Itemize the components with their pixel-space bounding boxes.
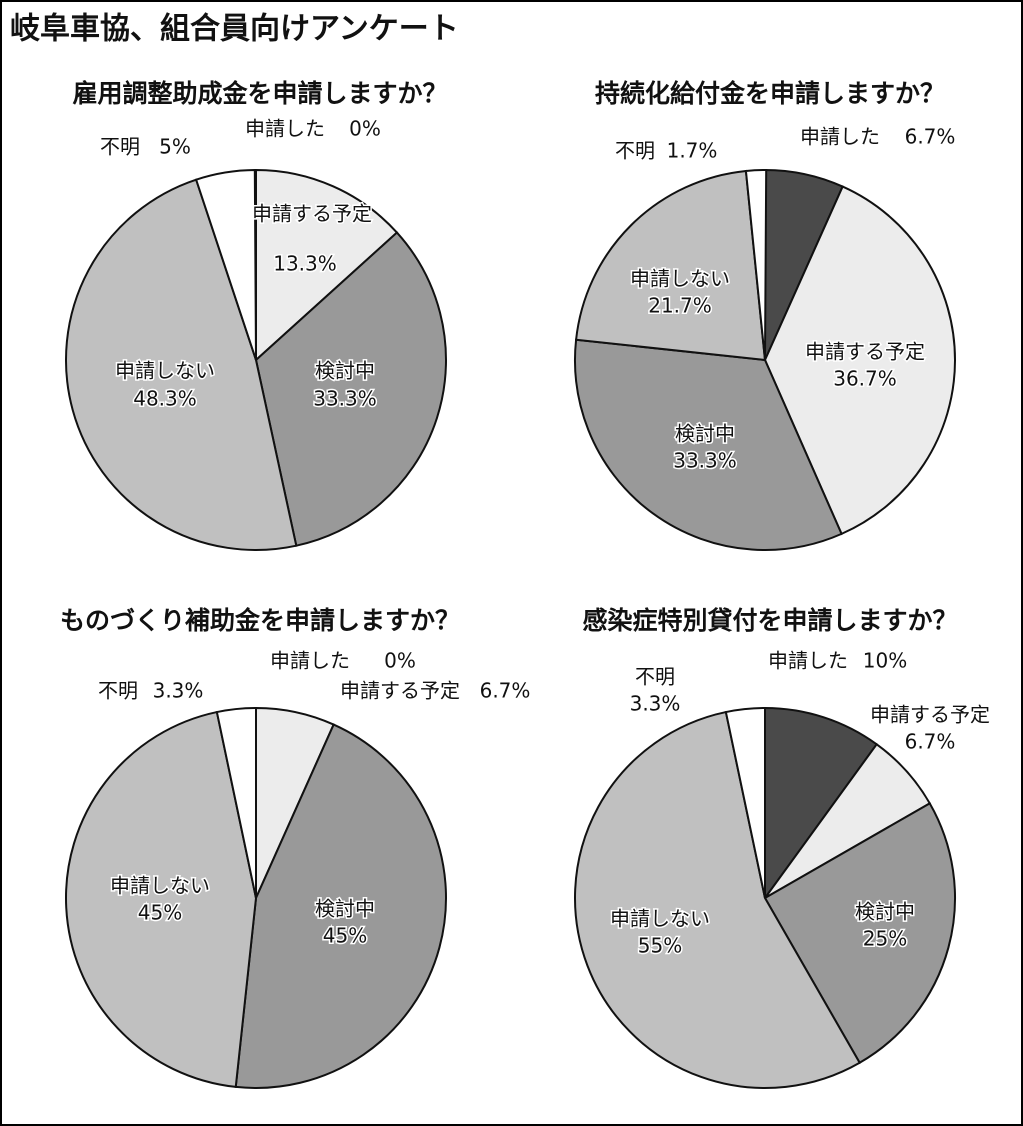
pie-slice (763, 185, 956, 536)
slice-label: 申請する予定 (805, 340, 925, 364)
slice-label: 申請した (270, 649, 350, 673)
pie-slice (744, 169, 768, 361)
pie-slice (763, 801, 956, 1065)
slice-value: 45% (138, 901, 182, 925)
pie-slice (255, 168, 399, 363)
chart-subtitle: 感染症特別貸付を申請しますか？ (582, 606, 957, 635)
slice-label: 申請しない (115, 359, 215, 383)
slice-value: 3.3% (630, 692, 681, 716)
slice-label: 不明 (100, 135, 140, 159)
slice-label: 申請する予定 (340, 679, 460, 703)
slice-label: 申請する予定 (252, 202, 372, 226)
slice-value: 33.3% (673, 449, 737, 473)
slice-value: 21.7% (648, 294, 712, 318)
pie-slice (724, 706, 766, 899)
slice-value: 45% (323, 924, 367, 948)
pie-slice (574, 169, 767, 362)
slice-value: 13.3% (273, 252, 337, 276)
slice-label: 不明 (98, 679, 138, 703)
slice-value: 48.3% (133, 387, 197, 411)
chart-subtitle: 持続化給付金を申請しますか？ (595, 79, 945, 108)
slice-label: 申請しない (610, 907, 710, 931)
slice-value: 10% (863, 649, 907, 673)
pie-slice (764, 706, 879, 902)
slice-value: 3.3% (153, 679, 204, 703)
pie-slice (65, 178, 298, 551)
slice-label: 申請した (245, 117, 325, 141)
slice-value: 25% (863, 927, 907, 951)
slice-value: 36.7% (833, 367, 897, 391)
slice-label: 検討中 (675, 422, 735, 446)
slice-value: 6.7% (480, 679, 531, 703)
slice-label: 不明 (615, 139, 655, 163)
slice-value: 0% (384, 649, 416, 673)
chart-subtitle: ものづくり補助金を申請しますか？ (60, 606, 460, 635)
slice-label: 申請した (768, 649, 848, 673)
pie-slice (254, 231, 447, 547)
pie-slice (215, 706, 257, 899)
pie-slice (573, 710, 862, 1089)
slice-value: 0% (349, 117, 381, 141)
slice-value: 5% (159, 135, 191, 159)
slice-label: 検討中 (855, 900, 915, 924)
slice-label: 申請する予定 (870, 703, 990, 727)
slice-value: 6.7% (905, 730, 956, 754)
slice-value: 6.7% (905, 125, 956, 149)
pie-slice (194, 168, 257, 361)
pie-slice (234, 723, 448, 1089)
slice-value: 55% (638, 934, 682, 958)
slice-value: 1.7% (667, 139, 718, 163)
main-title: 岐阜車協、組合員向けアンケート (10, 12, 459, 47)
slice-value: 33.3% (313, 387, 377, 411)
pie-slice (574, 338, 843, 551)
slice-label: 検討中 (315, 359, 375, 383)
slice-label: 申請しない (630, 267, 730, 291)
slice-label: 申請した (800, 125, 880, 149)
pie-slice (65, 710, 258, 1089)
slice-label: 検討中 (315, 897, 375, 921)
chart-subtitle: 雇用調整助成金を申請しますか？ (72, 79, 447, 108)
slice-label: 申請しない (110, 874, 210, 898)
slice-label: 不明 (635, 665, 675, 689)
